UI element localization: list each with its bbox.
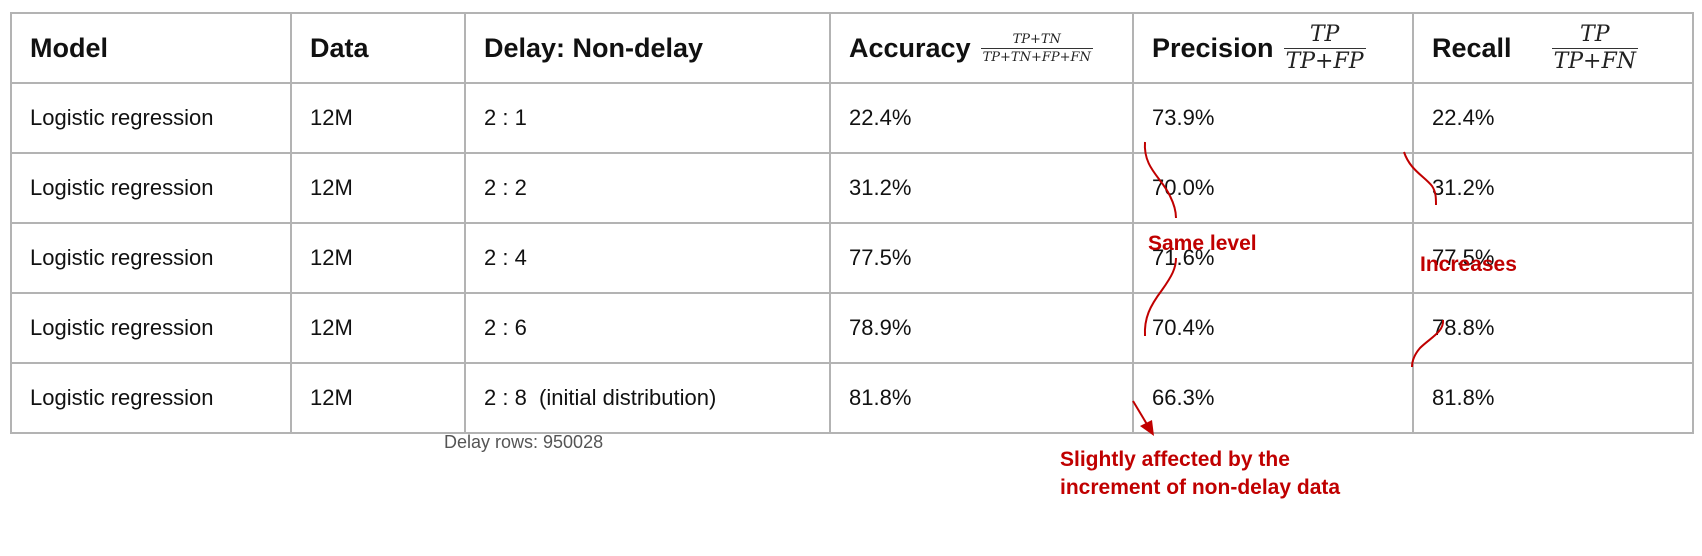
cell-model: Logistic regression (10, 152, 292, 224)
slightly-affected-note: Slightly affected by the increment of no… (1060, 446, 1340, 502)
slightly-affected-line2: increment of non-delay data (1060, 476, 1341, 499)
header-recall: Recall TP TP+FN (1412, 12, 1694, 84)
slightly-affected-line1: Slightly affected by the (1060, 448, 1290, 471)
table-row: Logistic regression 12M 2 : 6 78.9% 70.4… (10, 292, 1694, 364)
same-level-note: Same level (1148, 232, 1257, 255)
cell-data: 12M (290, 222, 466, 294)
metrics-table: Model Data Delay: Non-delay Accuracy TP+… (10, 12, 1694, 434)
cell-recall: 77.5% (1412, 222, 1694, 294)
table-row: Logistic regression 12M 2 : 4 77.5% 71.6… (10, 222, 1694, 294)
table-row: Logistic regression 12M 2 : 8 (initial d… (10, 362, 1694, 434)
header-row: Model Data Delay: Non-delay Accuracy TP+… (10, 12, 1694, 84)
cell-ratio: 2 : 8 (initial distribution) (464, 362, 831, 434)
cell-accuracy: 78.9% (829, 292, 1134, 364)
cell-model: Logistic regression (10, 82, 292, 154)
cell-precision: 66.3% (1132, 362, 1414, 434)
delay-rows-caption: Delay rows: 950028 (444, 432, 604, 452)
precision-formula: TP TP+FP (1283, 21, 1366, 74)
accuracy-formula: TP+TN TP+TN+FP+FN (980, 31, 1093, 65)
increases-note: Increases (1420, 253, 1517, 276)
cell-ratio: 2 : 4 (464, 222, 831, 294)
cell-ratio: 2 : 2 (464, 152, 831, 224)
cell-recall: 78.8% (1412, 292, 1694, 364)
cell-accuracy: 31.2% (829, 152, 1134, 224)
cell-data: 12M (290, 292, 466, 364)
header-model: Model (10, 12, 292, 84)
cell-precision: 73.9% (1132, 82, 1414, 154)
cell-ratio: 2 : 6 (464, 292, 831, 364)
cell-model: Logistic regression (10, 362, 292, 434)
cell-recall: 31.2% (1412, 152, 1694, 224)
table-row: Logistic regression 12M 2 : 2 31.2% 70.0… (10, 152, 1694, 224)
cell-data: 12M (290, 362, 466, 434)
cell-data: 12M (290, 82, 466, 154)
header-data: Data (290, 12, 466, 84)
cell-model: Logistic regression (10, 222, 292, 294)
header-accuracy: Accuracy TP+TN TP+TN+FP+FN (829, 12, 1134, 84)
cell-recall: 81.8% (1412, 362, 1694, 434)
recall-formula: TP TP+FN (1551, 21, 1638, 74)
cell-data: 12M (290, 152, 466, 224)
header-precision: Precision TP TP+FP (1132, 12, 1414, 84)
cell-recall: 22.4% (1412, 82, 1694, 154)
cell-precision: 71.6% (1132, 222, 1414, 294)
cell-ratio: 2 : 1 (464, 82, 831, 154)
cell-model: Logistic regression (10, 292, 292, 364)
cell-accuracy: 77.5% (829, 222, 1134, 294)
cell-accuracy: 22.4% (829, 82, 1134, 154)
table-row: Logistic regression 12M 2 : 1 22.4% 73.9… (10, 82, 1694, 154)
cell-accuracy: 81.8% (829, 362, 1134, 434)
cell-precision: 70.0% (1132, 152, 1414, 224)
cell-precision: 70.4% (1132, 292, 1414, 364)
header-ratio: Delay: Non-delay (464, 12, 831, 84)
